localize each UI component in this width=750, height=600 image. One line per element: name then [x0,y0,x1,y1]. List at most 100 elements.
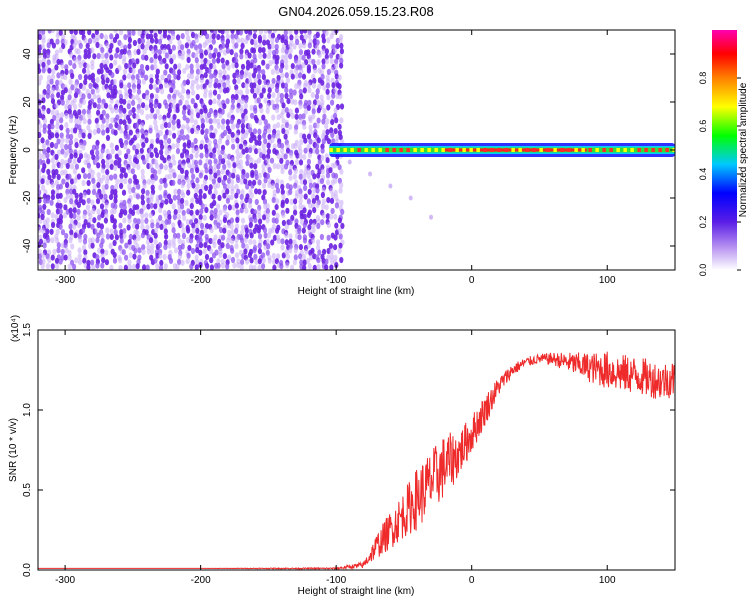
noise-speckle [302,173,307,180]
noise-speckle [278,67,284,74]
noise-speckle [171,227,176,234]
noise-speckle [50,263,55,270]
noise-speckle [150,222,155,229]
noise-speckle [274,204,279,211]
noise-speckle [68,139,73,146]
noise-speckle [294,67,299,74]
noise-speckle [119,141,124,149]
noise-speckle [235,137,240,144]
noise-speckle [225,98,230,105]
noise-speckle [118,53,123,60]
noise-speckle [330,67,335,74]
noise-speckle [231,62,236,69]
noise-speckle [76,214,81,221]
noise-speckle [258,52,263,60]
noise-speckle [199,143,204,150]
noise-speckle [209,214,214,221]
noise-speckle [324,204,329,211]
noise-speckle [329,187,334,194]
noise-speckle [108,194,114,201]
noise-speckle [340,208,345,215]
noise-speckle [82,257,87,264]
noise-speckle [274,43,279,51]
noise-speckle [164,63,169,70]
noise-speckle [306,158,311,165]
noise-speckle [164,102,169,109]
x-tick-label: 0 [469,575,475,586]
noise-speckle [149,77,154,84]
noise-speckle [154,124,159,131]
noise-speckle [140,223,145,231]
noise-speckle [153,174,158,181]
noise-speckle [123,34,128,41]
noise-speckle [261,182,267,189]
noise-speckle [60,62,65,69]
noise-speckle [236,78,241,85]
x-tick-label: -200 [191,575,211,586]
noise-speckle [40,137,45,144]
noise-speckle [136,218,141,225]
noise-speckle [295,38,300,46]
noise-speckle [90,88,95,95]
noise-speckle [293,198,298,205]
noise-speckle [177,39,182,46]
noise-speckle [162,32,167,39]
noise-speckle [153,113,158,120]
noise-speckle [298,159,304,166]
noise-speckle [225,263,230,270]
noise-speckle [302,179,308,186]
signal-band-core [444,148,587,152]
noise-speckle [257,157,262,164]
snr-panel: -300 -200 -100 0 100 0.00.51.01.5 Height of … [8,315,676,597]
noise-speckle [90,199,95,206]
noise-speckle [227,128,232,135]
noise-speckle [177,253,183,260]
noise-speckle [298,244,303,251]
noise-speckle [213,158,218,165]
noise-speckle [41,108,46,115]
noise-speckle [64,122,69,129]
noise-speckle [51,172,56,180]
noise-speckle [270,183,275,190]
noise-speckle [112,257,118,264]
noise-speckle [203,227,208,234]
noise-speckle [144,54,149,61]
noise-speckle [226,237,231,244]
noise-speckle [339,62,344,69]
noise-speckle [204,184,209,192]
noise-speckle [173,188,178,195]
y-tick-label: 0.5 [22,483,33,497]
noise-speckle [266,148,271,155]
noise-speckle [41,167,46,174]
noise-speckle [256,97,261,104]
noise-speckle [46,59,51,66]
noise-speckle [50,73,56,80]
noise-speckle [55,38,60,45]
noise-speckle [302,42,307,49]
noise-speckle [225,188,230,195]
noise-speckle [172,97,177,104]
noise-speckle [135,193,141,200]
noise-speckle [154,37,159,45]
noise-speckle [189,167,194,174]
noise-speckle [69,218,74,225]
noise-speckle [315,122,320,129]
noise-speckle [257,248,262,255]
noise-speckle [81,30,86,36]
noise-speckle [68,59,73,66]
noise-speckle [50,30,55,34]
noise-speckle [317,83,322,90]
noise-speckle [232,167,237,174]
noise-speckle [112,251,117,259]
noise-speckle [267,182,272,189]
noise-speckle [302,154,307,161]
noise-speckle [334,58,339,65]
noise-speckle [337,227,342,234]
noise-speckle [243,108,248,115]
noise-speckle [321,203,326,210]
noise-speckle [173,63,178,70]
noise-speckle [303,184,308,192]
noise-speckle [168,48,173,55]
x-tick-label: -100 [326,575,346,586]
noise-speckle [122,228,127,235]
